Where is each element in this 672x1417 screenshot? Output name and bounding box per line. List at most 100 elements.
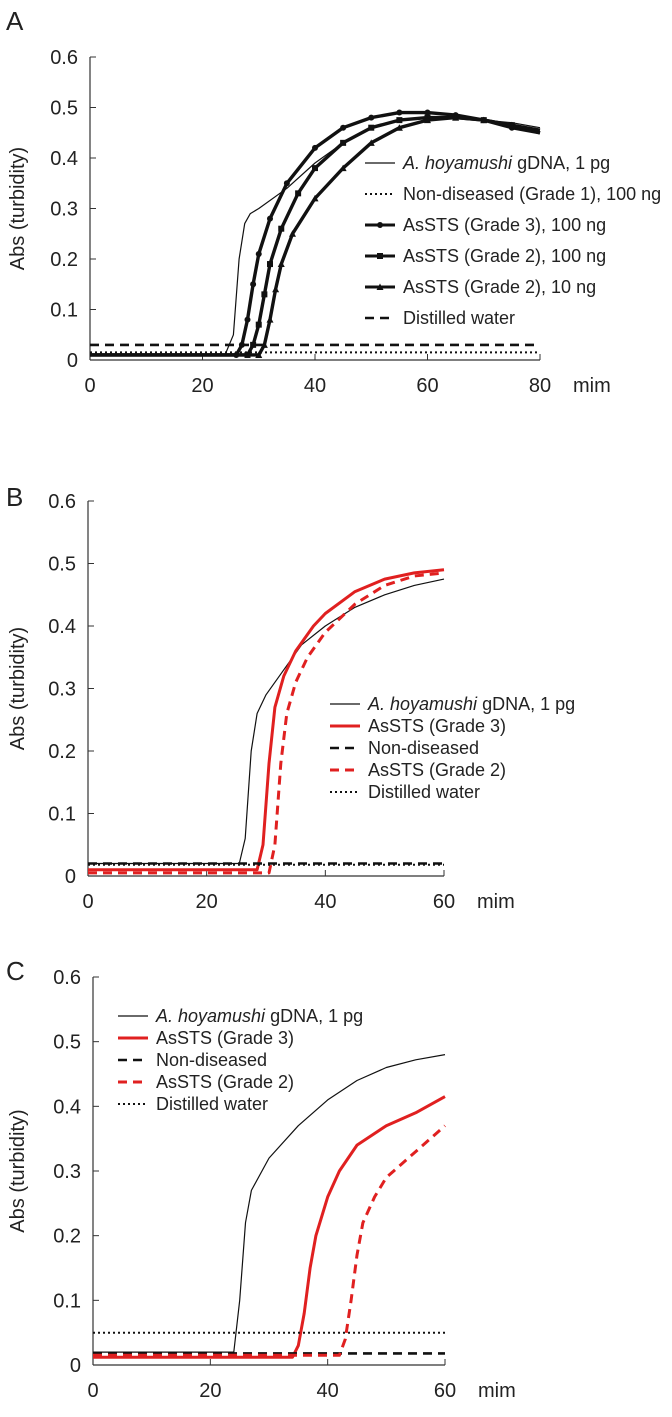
data-point bbox=[266, 316, 274, 323]
y-tick-label: 0.4 bbox=[50, 148, 78, 170]
legend: A. hoyamushi gDNA, 1 pg Non-diseased (Gra… bbox=[365, 153, 661, 328]
series-2 bbox=[93, 1095, 446, 1359]
legend-label: Non-diseased bbox=[368, 738, 479, 758]
y-tick-label: 0.6 bbox=[53, 967, 81, 989]
legend-marker bbox=[377, 253, 383, 259]
data-point bbox=[272, 285, 280, 293]
legend-label: AsSTS (Grade 2), 100 ng bbox=[403, 246, 606, 266]
data-point bbox=[311, 194, 319, 202]
data-point bbox=[452, 114, 460, 121]
legend-label-italic: A. hoyamushi bbox=[402, 153, 513, 173]
chart-panel-b: B 0 0.1 0.2 0.3 0.4 0.5 0.6 0 20 40 60 mim Abs (turbi… bbox=[6, 482, 575, 913]
legend-label: Distilled water bbox=[403, 308, 515, 328]
data-point bbox=[250, 281, 257, 288]
y-tick-label: 0.4 bbox=[53, 1096, 81, 1118]
x-tick-label: 60 bbox=[416, 375, 438, 397]
x-tick-label: 20 bbox=[196, 891, 218, 913]
legend-label: Distilled water bbox=[368, 782, 480, 802]
data-point bbox=[339, 164, 347, 172]
data-point bbox=[395, 124, 403, 131]
y-tick-label: 0.3 bbox=[53, 1161, 81, 1183]
y-tick-label: 0.1 bbox=[53, 1290, 81, 1312]
x-tick-label: 40 bbox=[317, 1380, 339, 1402]
data-point bbox=[260, 341, 268, 348]
x-tick-label: 40 bbox=[314, 891, 336, 913]
data-point bbox=[289, 230, 296, 237]
x-tick-label: 60 bbox=[433, 891, 455, 913]
series-line bbox=[93, 1124, 446, 1357]
series-4 bbox=[93, 1124, 446, 1357]
series-2 bbox=[88, 568, 445, 872]
data-point bbox=[250, 341, 257, 348]
data-point bbox=[340, 124, 347, 131]
legend-label: A. hoyamushi gDNA, 1 pg bbox=[402, 153, 610, 173]
x-axis-label: mim bbox=[573, 375, 611, 397]
legend-label: Non-diseased (Grade 1), 100 ng bbox=[403, 184, 661, 204]
series-line bbox=[88, 571, 445, 875]
y-tick-label: 0.2 bbox=[50, 249, 78, 271]
series-line bbox=[93, 1095, 446, 1359]
y-axis-label: Abs (turbidity) bbox=[7, 147, 29, 270]
legend-label: AsSTS (Grade 3) bbox=[368, 716, 506, 736]
legend-label-rest: gDNA, 1 pg bbox=[477, 694, 575, 714]
data-point bbox=[312, 144, 318, 151]
legend-label: A. hoyamushi gDNA, 1 pg bbox=[155, 1006, 363, 1026]
legend-label: Distilled water bbox=[156, 1094, 268, 1114]
data-point bbox=[424, 109, 431, 116]
chart-panel-a: A 0 0.1 0.2 0.3 0.4 0.5 0.6 0 20 40 60 80 mim Abs (tur… bbox=[6, 6, 661, 397]
series-line bbox=[88, 568, 445, 872]
legend-label: AsSTS (Grade 2) bbox=[156, 1072, 294, 1092]
legend-label: AsSTS (Grade 3), 100 ng bbox=[403, 215, 606, 235]
data-point bbox=[368, 114, 375, 121]
chart-panel-c: C 0 0.1 0.2 0.3 0.4 0.5 0.6 0 20 40 60 mim Abs (turbi… bbox=[6, 956, 516, 1402]
series-line bbox=[93, 1054, 446, 1353]
y-tick-label: 0.2 bbox=[48, 741, 76, 763]
y-tick-label: 0.5 bbox=[50, 98, 78, 120]
data-point bbox=[261, 291, 268, 298]
x-axis-label: mim bbox=[477, 891, 515, 913]
x-tick-label: 40 bbox=[304, 375, 326, 397]
x-axis-label: mim bbox=[478, 1380, 516, 1402]
x-tick-label: 60 bbox=[434, 1380, 456, 1402]
data-point bbox=[396, 109, 403, 116]
data-point bbox=[480, 116, 488, 124]
y-tick-label: 0.1 bbox=[50, 300, 78, 322]
x-tick-label: 20 bbox=[191, 375, 213, 397]
data-point bbox=[396, 117, 403, 124]
x-tick-label: 80 bbox=[529, 375, 551, 397]
legend-label: Non-diseased bbox=[156, 1050, 267, 1070]
x-tick-label: 0 bbox=[84, 375, 95, 397]
panel-label: C bbox=[6, 956, 25, 986]
data-point bbox=[255, 250, 262, 257]
data-point bbox=[277, 260, 285, 268]
panel-label: A bbox=[6, 6, 24, 36]
y-tick-label: 0.1 bbox=[48, 804, 76, 826]
y-tick-label: 0 bbox=[65, 866, 76, 888]
data-point bbox=[508, 121, 516, 129]
y-tick-label: 0.4 bbox=[48, 616, 76, 638]
data-point bbox=[278, 225, 285, 232]
data-point bbox=[255, 321, 262, 328]
series-1 bbox=[93, 1054, 446, 1353]
data-point bbox=[424, 116, 431, 124]
series-line bbox=[88, 578, 445, 865]
legend-label-italic: A. hoyamushi bbox=[155, 1006, 266, 1026]
series-line bbox=[90, 115, 541, 357]
legend-label-rest: gDNA, 1 pg bbox=[265, 1006, 363, 1026]
legend-label: AsSTS (Grade 2) bbox=[368, 760, 506, 780]
data-point bbox=[255, 351, 263, 358]
series-5 bbox=[90, 114, 541, 358]
y-tick-label: 0 bbox=[67, 350, 78, 372]
y-axis-label: Abs (turbidity) bbox=[7, 1109, 29, 1232]
y-tick-label: 0 bbox=[70, 1355, 81, 1377]
data-point bbox=[368, 124, 375, 131]
y-tick-label: 0.3 bbox=[48, 679, 76, 701]
data-point bbox=[244, 316, 251, 323]
y-tick-label: 0.6 bbox=[48, 491, 76, 513]
y-tick-label: 0.6 bbox=[50, 47, 78, 69]
series-1 bbox=[88, 578, 445, 865]
legend-label: A. hoyamushi gDNA, 1 pg bbox=[367, 694, 575, 714]
data-point bbox=[340, 139, 347, 146]
